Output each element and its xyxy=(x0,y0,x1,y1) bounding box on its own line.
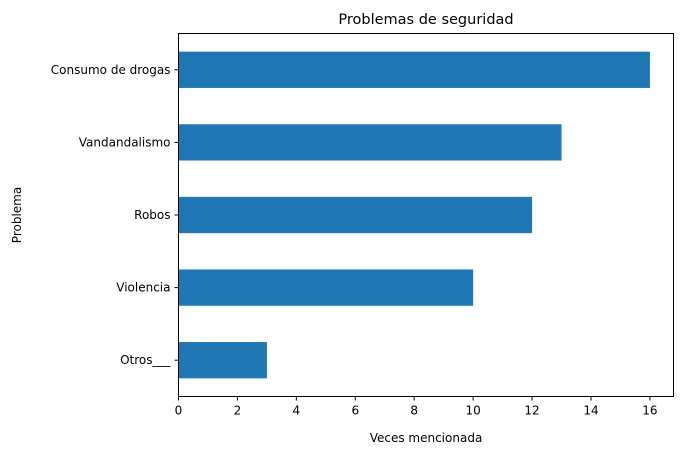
y-tick-label: Otros___ xyxy=(120,353,171,367)
x-tick-label: 14 xyxy=(583,404,598,418)
y-tick-label: Robos xyxy=(134,208,170,222)
x-tick-label: 2 xyxy=(234,404,242,418)
x-axis: 0 2 4 6 8 10 12 14 16 xyxy=(175,396,658,418)
x-tick-label: 6 xyxy=(351,404,359,418)
x-axis-label: Veces mencionada xyxy=(370,431,483,445)
y-axis: Consumo de drogas Vandandalismo Robos Viole… xyxy=(51,63,179,367)
x-tick-label: 12 xyxy=(524,404,539,418)
y-axis-label: Problema xyxy=(10,187,24,243)
bar-vandandalismo xyxy=(178,124,562,161)
y-tick-label: Vandandalismo xyxy=(79,135,171,149)
x-tick-label: 0 xyxy=(175,404,183,418)
chart-title: Problemas de seguridad xyxy=(338,12,513,28)
y-tick-label: Violencia xyxy=(116,281,170,295)
x-tick-label: 8 xyxy=(410,404,418,418)
bar-group xyxy=(178,51,650,379)
y-tick-label: Consumo de drogas xyxy=(51,63,171,77)
bar-otros xyxy=(178,342,267,379)
x-tick-label: 16 xyxy=(642,404,657,418)
bar-robos xyxy=(178,196,533,234)
x-tick-label: 10 xyxy=(466,404,481,418)
bar-violencia xyxy=(178,269,474,306)
bar-consumo-de-drogas xyxy=(178,51,650,88)
x-tick-label: 4 xyxy=(293,404,301,418)
